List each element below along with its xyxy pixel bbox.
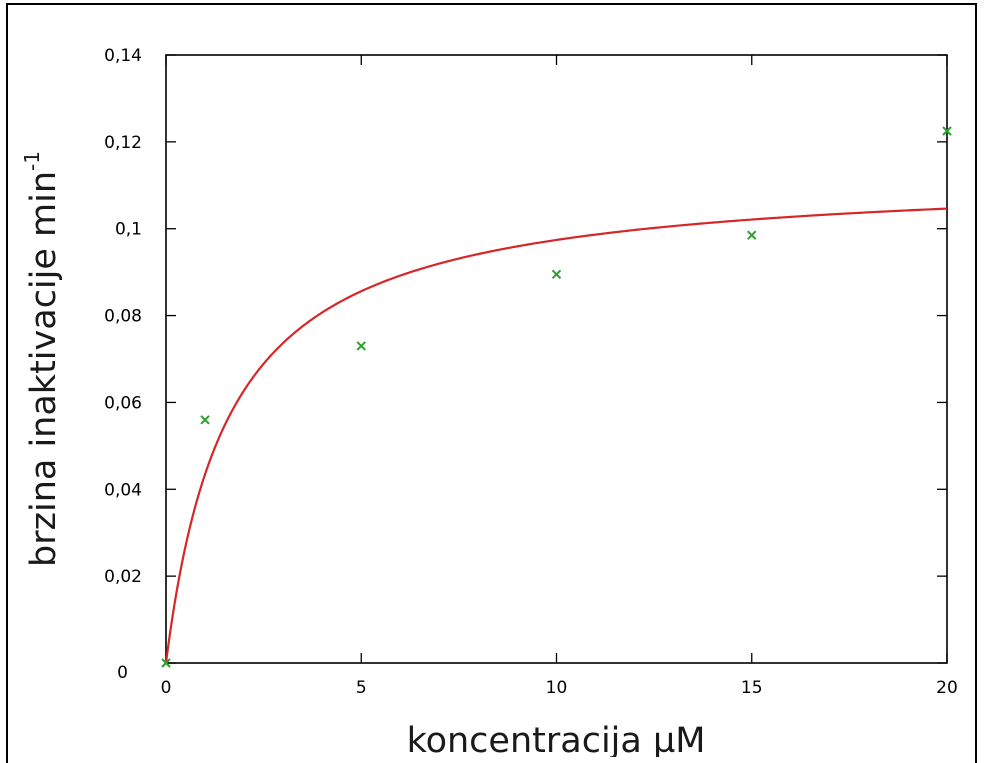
x-axis-title: koncentracija µM: [407, 721, 706, 757]
data-point-stroke: [161, 658, 171, 668]
fit-curve-layer: [164, 207, 948, 664]
y-tick-label: 0,06: [104, 393, 142, 413]
data-point-stroke: [942, 126, 952, 136]
data-point: [161, 658, 171, 668]
x-tick-label: 15: [741, 678, 763, 698]
plot-area: [165, 54, 948, 664]
data-point-stroke: [551, 269, 562, 280]
data-point-stroke: [356, 341, 366, 351]
data-point-stroke: [200, 415, 210, 425]
data-point: [551, 269, 562, 280]
data-point: [942, 126, 952, 136]
y-tick-label: 0,08: [104, 307, 142, 327]
y-tick-label: 0,04: [104, 480, 142, 500]
y-tick-label: 0,1: [115, 220, 142, 240]
y-ticks: 0 0,02 0,04 0,06 0,08 0,1 0,12 0,14: [104, 46, 947, 683]
y-axis-title-text: brzina inaktivacije min: [24, 171, 64, 567]
y-tick-label: 0,02: [104, 567, 142, 587]
y-axis-title-superscript: -1: [20, 151, 44, 171]
data-points-layer: [161, 126, 952, 668]
y-tick-label: 0,12: [104, 133, 142, 153]
data-point: [356, 341, 366, 351]
x-ticks: 0 5 10 15 20: [161, 55, 958, 698]
fit-curve-line: [164, 207, 948, 664]
x-tick-label: 0: [161, 678, 172, 698]
x-tick-label: 10: [546, 678, 568, 698]
y-axis-title: brzina inaktivacije min-1: [20, 151, 64, 567]
y-tick-label: 0,14: [104, 46, 142, 66]
y-tick-label: 0: [117, 663, 128, 683]
data-point: [200, 415, 210, 425]
chart-frame: [6, 3, 977, 763]
data-point: [747, 230, 757, 240]
x-tick-label: 20: [936, 678, 958, 698]
x-axis-title-text: koncentracija µM: [407, 721, 706, 757]
x-tick-label: 5: [356, 678, 367, 698]
data-point-stroke: [747, 230, 757, 240]
